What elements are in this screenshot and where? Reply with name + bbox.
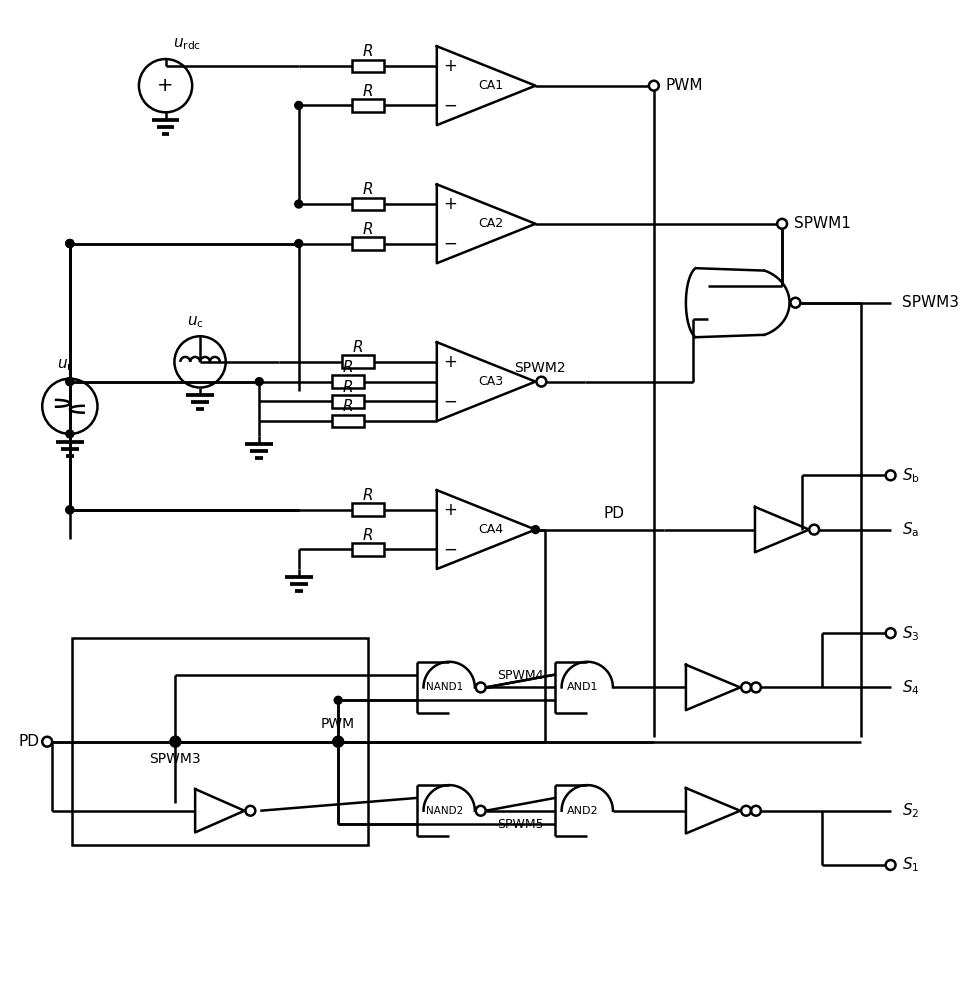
Text: R: R [363, 222, 373, 237]
Text: R: R [342, 399, 353, 414]
Text: SPWM4: SPWM4 [497, 669, 544, 682]
Bar [332, 395, 364, 408]
Text: PWM: PWM [321, 717, 355, 731]
Text: $S_{4}$: $S_{4}$ [902, 678, 920, 697]
Circle shape [649, 81, 659, 91]
Text: CA3: CA3 [479, 375, 504, 388]
Bar [332, 375, 364, 388]
Circle shape [790, 298, 801, 308]
Text: +: + [158, 76, 174, 95]
Text: R: R [363, 488, 373, 503]
Text: SPWM1: SPWM1 [794, 216, 850, 231]
Text: NAND1: NAND1 [425, 682, 463, 692]
Text: SPWM3: SPWM3 [150, 752, 201, 766]
Text: −: − [444, 540, 457, 558]
Text: CA4: CA4 [479, 523, 504, 536]
Text: +: + [444, 57, 457, 75]
Circle shape [333, 737, 343, 747]
Circle shape [885, 628, 895, 638]
Circle shape [255, 378, 264, 386]
Circle shape [335, 696, 342, 704]
Text: +: + [444, 195, 457, 213]
Bar [342, 355, 374, 368]
Text: AND2: AND2 [566, 806, 598, 816]
Circle shape [295, 200, 303, 208]
Circle shape [66, 378, 74, 386]
Circle shape [536, 377, 546, 387]
Circle shape [66, 240, 74, 247]
Bar [352, 99, 383, 112]
Text: $u_{\rm r}$: $u_{\rm r}$ [56, 357, 73, 373]
Bar [352, 237, 383, 250]
Circle shape [777, 219, 787, 229]
Text: SPWM2: SPWM2 [515, 361, 566, 375]
Circle shape [171, 738, 179, 746]
Circle shape [476, 806, 486, 816]
Bar [332, 415, 364, 427]
Text: +: + [444, 501, 457, 519]
Circle shape [245, 806, 255, 816]
Circle shape [295, 240, 303, 247]
Text: R: R [363, 528, 373, 543]
Bar [352, 503, 383, 516]
Circle shape [335, 738, 342, 746]
Text: R: R [342, 360, 353, 375]
Circle shape [741, 682, 751, 692]
Circle shape [170, 737, 180, 747]
Circle shape [531, 526, 539, 534]
Text: R: R [342, 380, 353, 395]
Text: SPWM3: SPWM3 [902, 295, 959, 310]
Circle shape [66, 430, 74, 438]
Text: $S_{\rm a}$: $S_{\rm a}$ [902, 520, 919, 539]
Text: PD: PD [18, 734, 39, 749]
Circle shape [66, 506, 74, 514]
Text: +: + [444, 353, 457, 371]
Text: $S_{3}$: $S_{3}$ [902, 624, 920, 643]
Circle shape [171, 738, 179, 746]
Bar [352, 543, 383, 556]
Circle shape [66, 378, 74, 386]
Circle shape [66, 506, 74, 514]
Circle shape [751, 682, 761, 692]
Circle shape [810, 525, 819, 535]
Text: CA1: CA1 [479, 79, 504, 92]
Text: SPWM5: SPWM5 [497, 818, 544, 831]
Text: NAND2: NAND2 [425, 806, 463, 816]
Text: $u_{\rm rdc}$: $u_{\rm rdc}$ [173, 36, 201, 52]
Text: CA2: CA2 [479, 217, 504, 230]
Text: $u_{\rm c}$: $u_{\rm c}$ [187, 315, 203, 330]
Circle shape [66, 240, 74, 247]
Text: R: R [352, 340, 363, 355]
Text: −: − [444, 96, 457, 114]
Circle shape [295, 101, 303, 109]
Text: −: − [444, 235, 457, 253]
Circle shape [66, 240, 74, 247]
Text: $S_{2}$: $S_{2}$ [902, 801, 919, 820]
Text: $S_{1}$: $S_{1}$ [902, 856, 919, 874]
Circle shape [751, 806, 761, 816]
Bar [352, 60, 383, 72]
Text: R: R [363, 182, 373, 197]
Text: AND1: AND1 [566, 682, 598, 692]
Circle shape [885, 860, 895, 870]
Bar [72, 638, 368, 845]
Bar [352, 198, 383, 210]
Text: R: R [363, 84, 373, 99]
Text: −: − [444, 392, 457, 410]
Circle shape [741, 806, 751, 816]
Text: $S_{\rm b}$: $S_{\rm b}$ [902, 466, 920, 485]
Circle shape [42, 737, 53, 747]
Circle shape [885, 470, 895, 480]
Text: R: R [363, 44, 373, 59]
Text: PD: PD [604, 506, 625, 521]
Text: PWM: PWM [666, 78, 703, 93]
Circle shape [476, 682, 486, 692]
